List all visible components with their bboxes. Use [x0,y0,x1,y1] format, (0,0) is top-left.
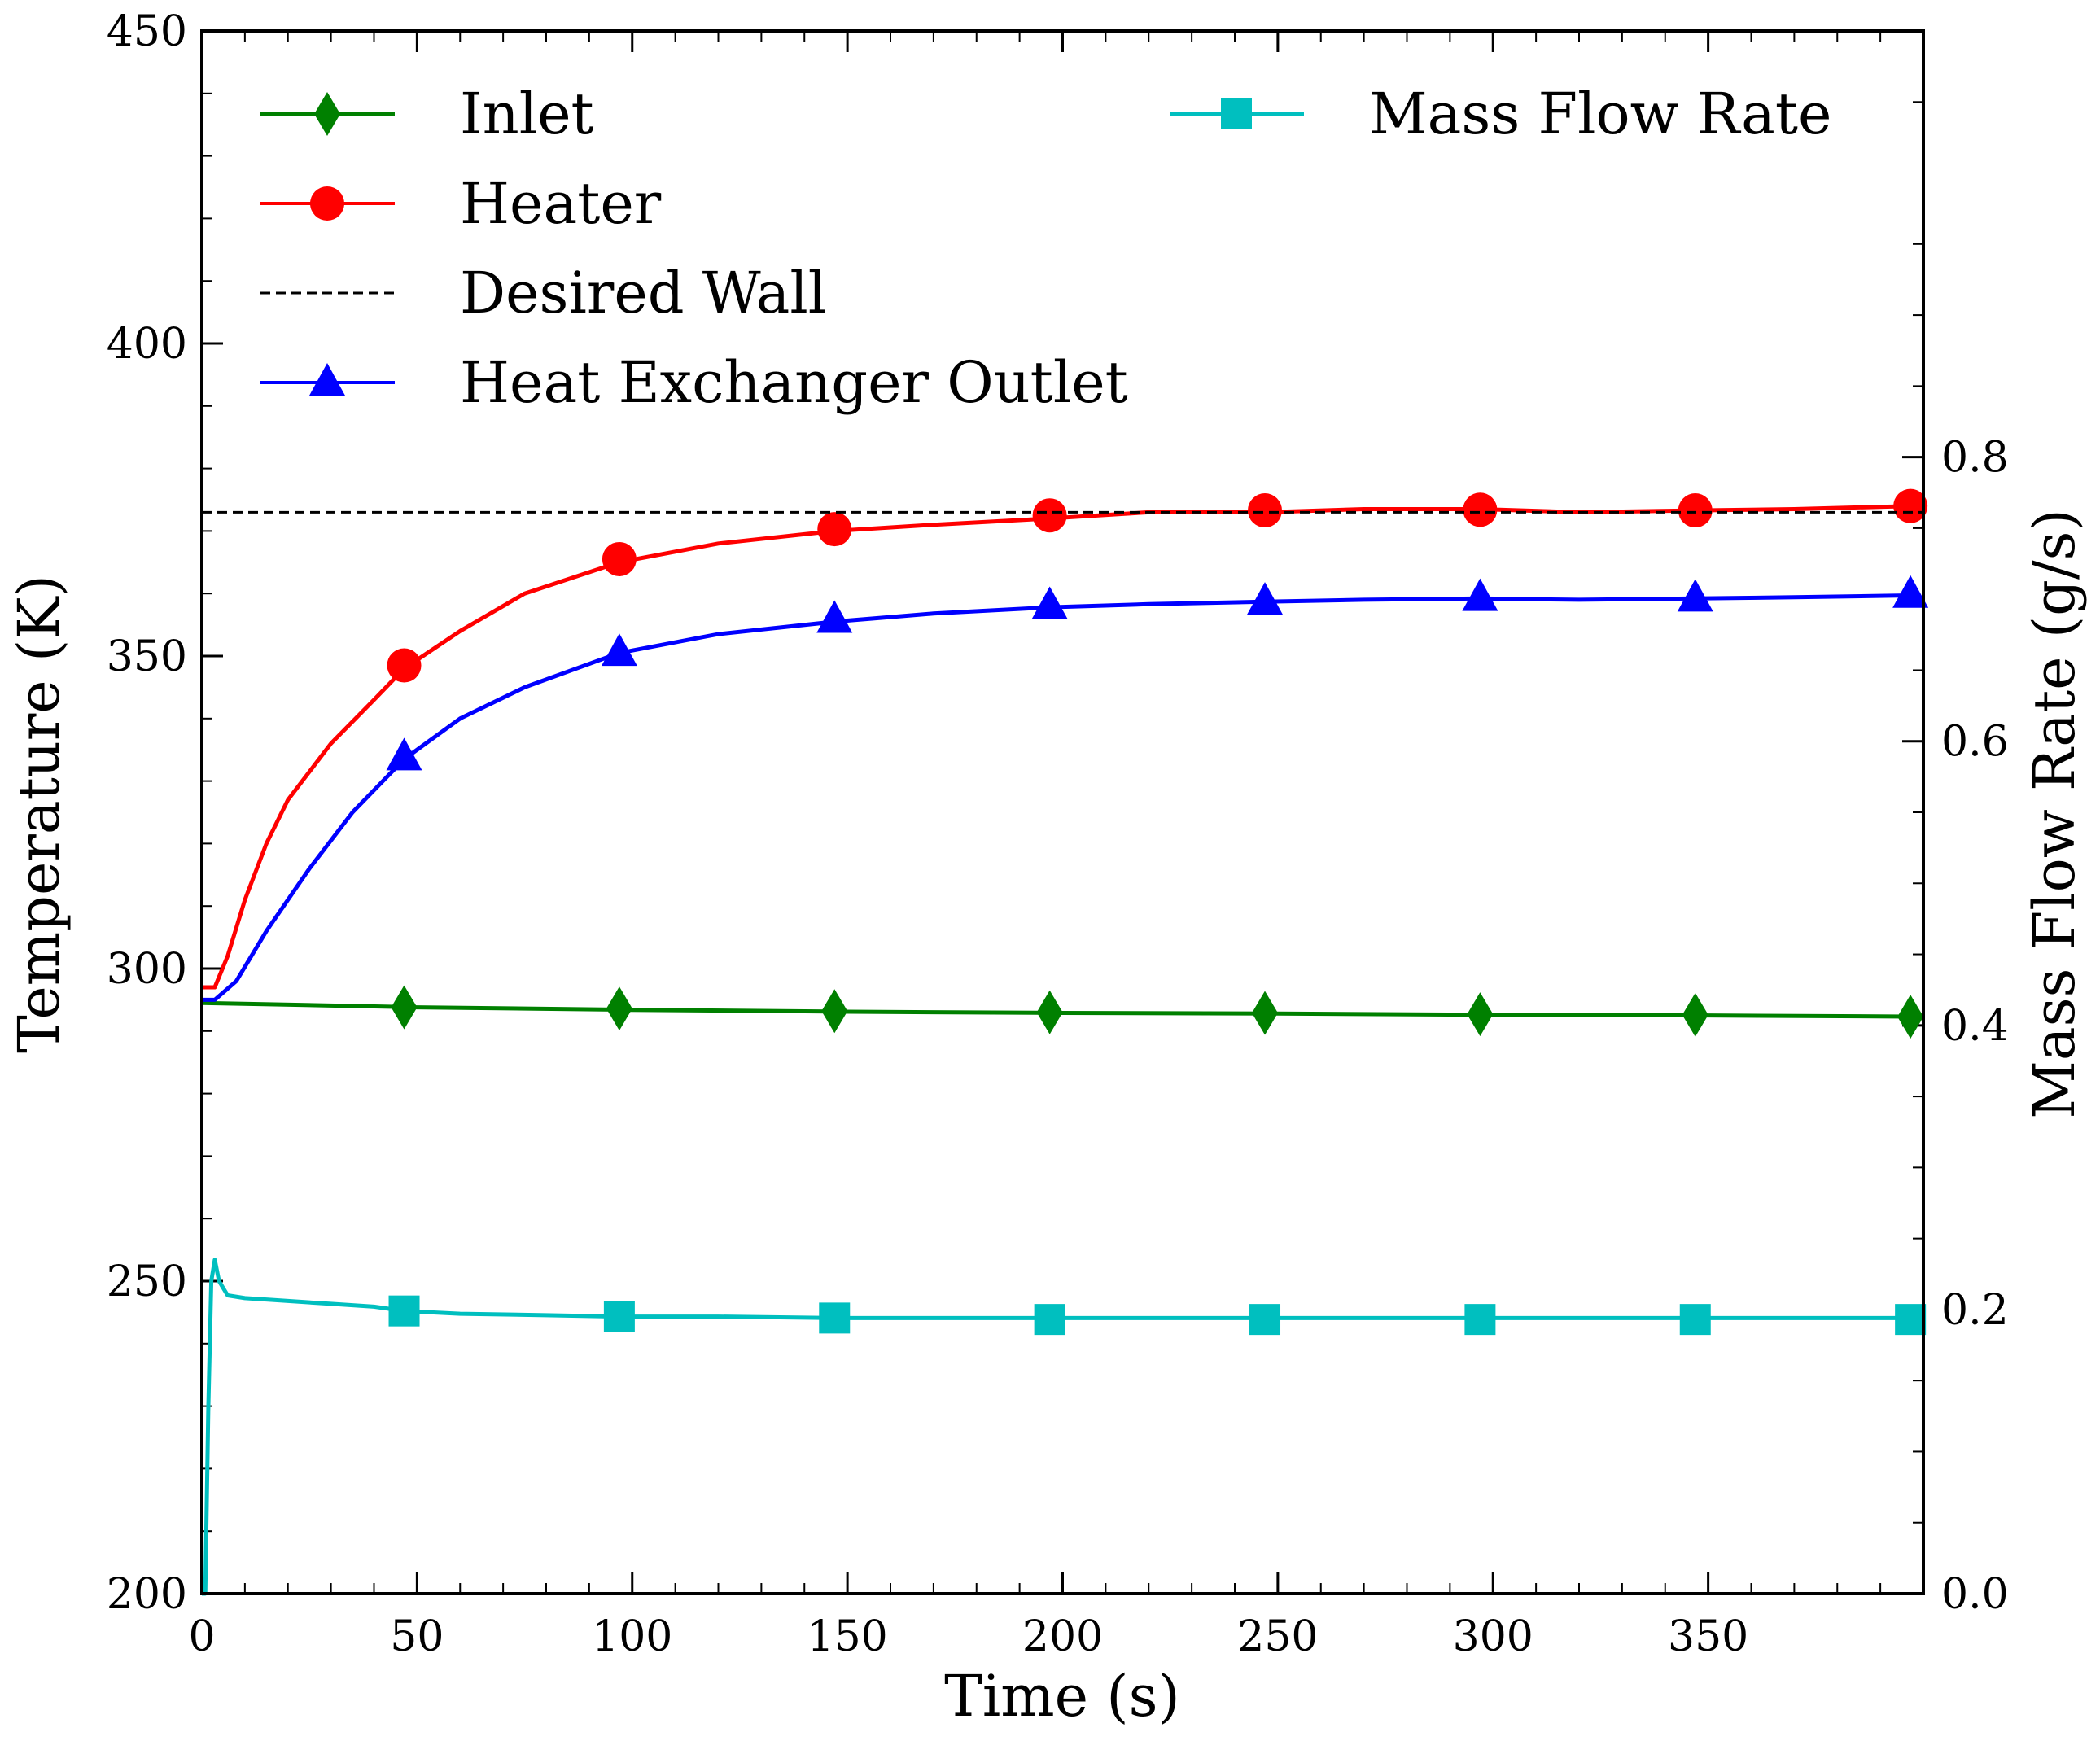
data-point-mass-flow-rate [1895,1304,1927,1336]
data-point-mass-flow-rate [1034,1304,1065,1336]
data-point-heater [1893,488,1928,523]
series-line-mass-flow-rate [202,1258,1911,1596]
data-point-heater [1032,498,1067,533]
x-tick-label: 300 [1453,1612,1533,1661]
legend-entry-heater: Heater [260,170,662,237]
data-point-heater [602,541,637,576]
legend-entry-desired-wall: Desired Wall [260,260,826,326]
series-heater [202,488,1928,990]
data-point-inlet [1036,990,1063,1034]
y-tick-label: 450 [107,7,187,56]
legend: Inlet Heater Desired Wall Heat Exchanger Ou… [260,81,1831,416]
tick-marks [200,29,1923,1595]
y2-tick-label: 0.6 [1941,718,2009,767]
x-axis-label: Time (s) [944,1663,1180,1730]
data-point-heat-exchanger-outlet [1247,582,1284,615]
data-point-heater [387,648,422,683]
y-tick-label: 400 [107,320,187,369]
y-tick-label: 250 [107,1258,187,1306]
data-point-mass-flow-rate [1249,1304,1281,1336]
data-point-inlet [1682,992,1708,1037]
legend-entry-heat-exchanger-outlet: Heat Exchanger Outlet [260,349,1128,416]
data-point-inlet [606,986,632,1031]
data-point-heater [817,512,852,547]
data-point-heat-exchanger-outlet [1031,586,1068,619]
x-tick-label: 200 [1022,1612,1103,1661]
legend-label-desired-wall: Desired Wall [460,260,826,326]
x-tick-label: 150 [807,1612,887,1661]
y2-tick-label: 0.8 [1941,434,2009,483]
legend-marker-mass-flow-rate [1221,98,1252,129]
data-point-mass-flow-rate [1464,1304,1496,1336]
x-tick-label: 350 [1668,1612,1748,1661]
data-point-inlet [1252,991,1279,1035]
y2-tick-label: 0.2 [1941,1286,2009,1335]
y2-tick-label: 0.4 [1941,1002,2009,1051]
tick-labels: 0 50 100 150 200 250 300 350 200 250 300 350 400 450 0… [107,7,2009,1661]
data-point-mass-flow-rate [1679,1304,1711,1336]
axes-frame [200,29,1925,1595]
plot-area [201,488,1929,1596]
y-tick-label: 200 [107,1570,187,1619]
legend-label-mass-flow-rate: Mass Flow Rate [1369,81,1831,147]
legend-entry-mass-flow-rate: Mass Flow Rate [1170,81,1831,147]
data-point-heater [1463,492,1498,527]
legend-marker-heater [310,186,344,221]
data-point-mass-flow-rate [603,1301,635,1332]
y-tick-label: 350 [107,632,187,681]
x-tick-label: 100 [592,1612,672,1661]
data-point-heat-exchanger-outlet [1892,575,1929,608]
data-point-inlet [1897,995,1924,1039]
y-tick-label: 300 [107,945,187,994]
series-line-heat-exchanger-outlet [202,593,1911,1002]
data-point-heater [1678,493,1713,528]
data-point-inlet [821,989,848,1034]
y2-tick-label: 0.0 [1941,1570,2009,1619]
series-heat-exchanger-outlet [202,575,1929,1002]
y-axis-label: Temperature (K) [6,575,72,1053]
legend-marker-heat-exchanger-outlet [309,363,345,396]
legend-label-heater: Heater [460,170,662,237]
series-inlet [201,985,1924,1039]
x-tick-label: 0 [188,1612,215,1661]
series-line-inlet [201,1000,1924,1019]
legend-entry-inlet: Inlet [260,81,594,147]
legend-label-inlet: Inlet [460,81,594,147]
x-tick-label: 50 [390,1612,444,1661]
legend-label-heat-exchanger-outlet: Heat Exchanger Outlet [460,349,1128,416]
x-tick-label: 250 [1237,1612,1318,1661]
data-point-inlet [1467,992,1494,1037]
data-point-mass-flow-rate [388,1295,420,1327]
series-mass-flow-rate [202,1258,1927,1596]
data-point-inlet [391,985,418,1030]
data-point-heat-exchanger-outlet [816,600,853,633]
data-point-mass-flow-rate [819,1302,851,1334]
data-point-heat-exchanger-outlet [601,633,637,667]
data-point-heat-exchanger-outlet [386,737,422,771]
legend-marker-inlet [314,92,340,136]
data-point-heat-exchanger-outlet [1677,579,1713,612]
data-point-heater [1248,493,1283,528]
y2-axis-label: Mass Flow Rate (g/s) [2021,509,2088,1119]
data-point-heat-exchanger-outlet [1462,578,1498,611]
